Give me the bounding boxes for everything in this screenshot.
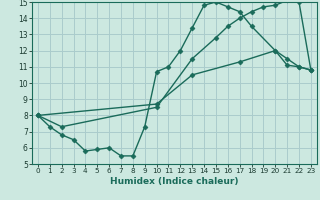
X-axis label: Humidex (Indice chaleur): Humidex (Indice chaleur) <box>110 177 239 186</box>
